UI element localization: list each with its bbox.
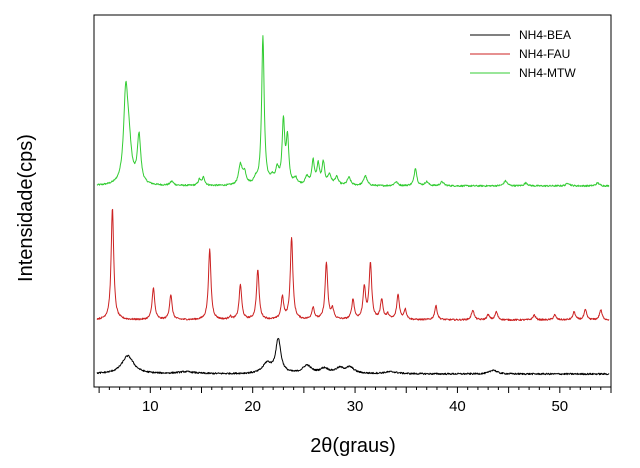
x-tick-label: 50 [551,398,568,415]
x-tick-label: 10 [142,398,159,415]
legend: NH4-BEA NH4-FAU NH4-MTW [470,28,576,80]
x-tick-label: 40 [449,398,466,415]
x-tick-label: 30 [347,398,364,415]
legend-label: NH4-FAU [519,47,570,61]
legend-label: NH4-BEA [519,28,571,42]
y-axis-title: Intensidade(cps) [15,134,37,282]
plot-frame [93,14,612,388]
x-axis-title: 2θ(graus) [310,435,396,457]
series-line-nh4-bea [96,337,610,376]
x-axis-ticks: 10 20 30 40 50 [98,387,612,415]
series-line-nh4-fau [96,208,610,322]
x-tick-label: 20 [244,398,261,415]
series-line-nh4-mtw [96,35,610,188]
series-group [96,35,610,376]
legend-label: NH4-MTW [519,66,576,80]
